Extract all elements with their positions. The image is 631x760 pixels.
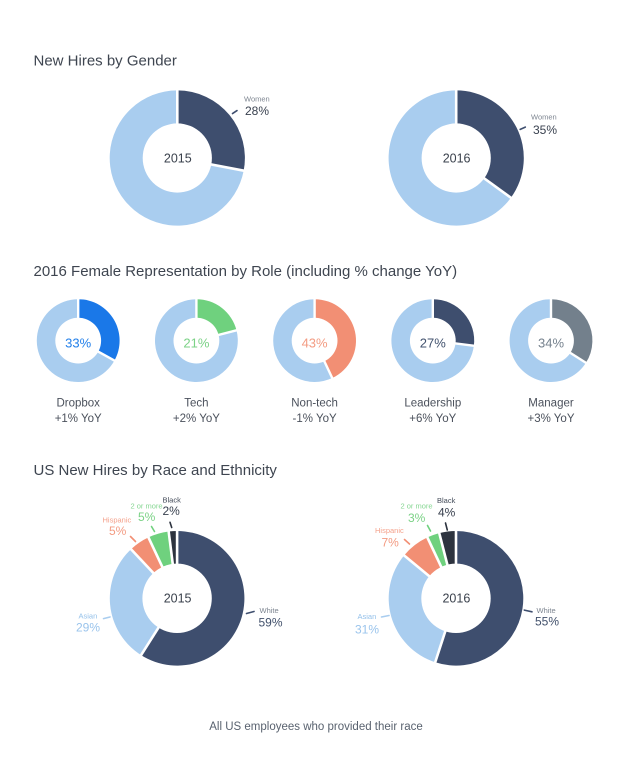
svg-text:Leadership: Leadership xyxy=(404,398,461,410)
svg-text:+1% YoY: +1% YoY xyxy=(55,413,102,425)
svg-text:33%: 33% xyxy=(65,335,91,350)
svg-text:Asian: Asian xyxy=(79,612,98,621)
svg-text:US New Hires by Race and Ethni: US New Hires by Race and Ethnicity xyxy=(34,462,278,479)
svg-text:21%: 21% xyxy=(183,335,209,350)
svg-text:2015: 2015 xyxy=(164,151,192,165)
svg-text:Black: Black xyxy=(163,495,182,504)
svg-text:29%: 29% xyxy=(76,621,100,635)
svg-text:59%: 59% xyxy=(259,615,283,629)
svg-text:White: White xyxy=(537,606,556,615)
svg-text:2%: 2% xyxy=(163,504,181,518)
svg-text:2016: 2016 xyxy=(442,591,470,605)
svg-text:7%: 7% xyxy=(382,535,400,549)
svg-text:+3% YoY: +3% YoY xyxy=(527,413,574,425)
svg-text:White: White xyxy=(260,606,279,615)
svg-text:Asian: Asian xyxy=(358,612,377,621)
svg-text:Black: Black xyxy=(437,496,456,505)
svg-text:Non-tech: Non-tech xyxy=(291,398,338,410)
svg-text:5%: 5% xyxy=(138,510,156,524)
svg-text:34%: 34% xyxy=(538,335,564,350)
svg-text:4%: 4% xyxy=(438,505,456,519)
svg-text:43%: 43% xyxy=(302,335,328,350)
svg-text:55%: 55% xyxy=(535,614,559,628)
svg-text:Women: Women xyxy=(244,95,270,104)
svg-text:Dropbox: Dropbox xyxy=(56,398,100,410)
svg-text:27%: 27% xyxy=(420,335,446,350)
svg-text:31%: 31% xyxy=(355,622,379,636)
svg-text:2 or more: 2 or more xyxy=(131,501,163,510)
svg-text:Hispanic: Hispanic xyxy=(375,526,404,535)
svg-text:All US employees who provided: All US employees who provided their race xyxy=(209,721,423,733)
svg-text:3%: 3% xyxy=(408,511,426,525)
svg-text:35%: 35% xyxy=(533,123,557,137)
svg-text:Women: Women xyxy=(531,113,557,122)
svg-text:2 or more: 2 or more xyxy=(401,502,433,511)
svg-text:Manager: Manager xyxy=(528,398,574,410)
svg-text:5%: 5% xyxy=(109,524,127,538)
svg-text:+2% YoY: +2% YoY xyxy=(173,413,220,425)
svg-text:2016: 2016 xyxy=(443,151,471,165)
svg-text:2015: 2015 xyxy=(164,591,192,605)
svg-text:Hispanic: Hispanic xyxy=(103,516,132,525)
svg-text:Tech: Tech xyxy=(184,398,208,410)
svg-text:28%: 28% xyxy=(245,104,269,118)
svg-text:-1% YoY: -1% YoY xyxy=(293,413,337,425)
svg-text:New Hires by Gender: New Hires by Gender xyxy=(34,53,177,70)
svg-text:2016 Female Representation by: 2016 Female Representation by Role (incl… xyxy=(34,263,458,280)
svg-text:+6% YoY: +6% YoY xyxy=(409,413,456,425)
